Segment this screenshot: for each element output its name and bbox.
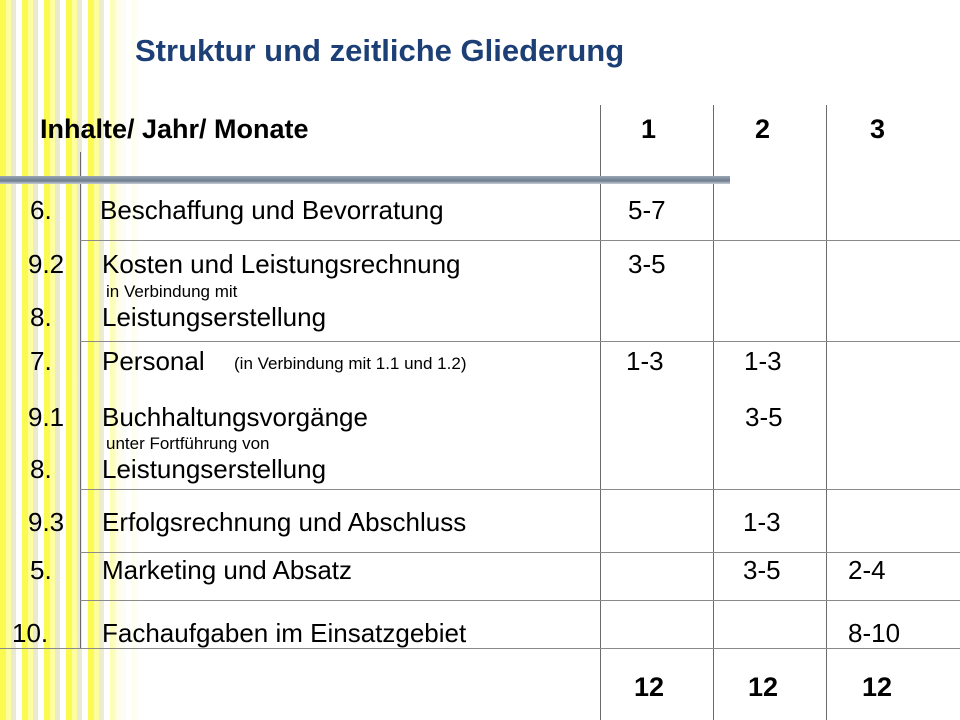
row-number: 9.2 (28, 249, 65, 279)
row-topic: Marketing und Absatz (102, 555, 353, 585)
row-topic: Fachaufgaben im Einsatzgebiet (102, 618, 467, 648)
header-label: Inhalte/ Jahr/ Monate (40, 114, 309, 144)
total-year-2: 12 (748, 672, 779, 702)
row-year-2-value: 3-5 (745, 402, 783, 432)
row-subnote: unter Fortführung von (106, 434, 270, 453)
row-year-1-value: 1-3 (626, 346, 664, 376)
total-year-3: 12 (862, 672, 893, 702)
row-divider (80, 240, 960, 241)
row-divider (80, 552, 960, 553)
row-topic: Beschaffung und Bevorratung (100, 195, 444, 225)
row-topic: Personal (102, 346, 205, 376)
header-separator (0, 176, 730, 184)
row-topic: Buchhaltungsvorgänge (102, 402, 368, 432)
row-number: 6. (30, 195, 52, 225)
row-topic: Erfolgsrechnung und Abschluss (102, 507, 467, 537)
row-topic-secondary: Leistungserstellung (102, 454, 327, 484)
row-number: 10. (12, 618, 49, 648)
row-number-secondary: 8. (30, 454, 52, 484)
row-year-3-value: 2-4 (848, 555, 886, 585)
row-number: 7. (30, 346, 52, 376)
row-note: (in Verbindung mit 1.1 und 1.2) (234, 354, 467, 373)
row-number: 5. (30, 555, 52, 585)
total-year-1: 12 (634, 672, 665, 702)
row-divider (80, 600, 960, 601)
row-number: 9.1 (28, 402, 65, 432)
divider-year-2 (713, 105, 714, 720)
row-year-2-value: 1-3 (744, 346, 782, 376)
row-divider (0, 648, 960, 649)
row-topic: Kosten und Leistungsrechnung (102, 249, 461, 279)
row-year-3-value: 8-10 (848, 618, 901, 648)
row-divider (80, 341, 960, 342)
row-year-1-value: 5-7 (628, 195, 666, 225)
page-title: Struktur und zeitliche Gliederung (135, 33, 625, 68)
header-year-3: 3 (870, 114, 886, 144)
row-number: 9.3 (28, 507, 65, 537)
row-year-2-value: 3-5 (743, 555, 781, 585)
row-subnote: in Verbindung mit (106, 282, 238, 301)
row-year-2-value: 1-3 (743, 507, 781, 537)
divider-label-column (80, 152, 81, 648)
row-topic-secondary: Leistungserstellung (102, 302, 327, 332)
divider-year-1 (600, 105, 601, 720)
row-divider (80, 489, 960, 490)
header-year-2: 2 (755, 114, 771, 144)
header-year-1: 1 (641, 114, 657, 144)
divider-year-3 (826, 105, 827, 720)
row-number-secondary: 8. (30, 302, 52, 332)
row-year-1-value: 3-5 (628, 249, 666, 279)
